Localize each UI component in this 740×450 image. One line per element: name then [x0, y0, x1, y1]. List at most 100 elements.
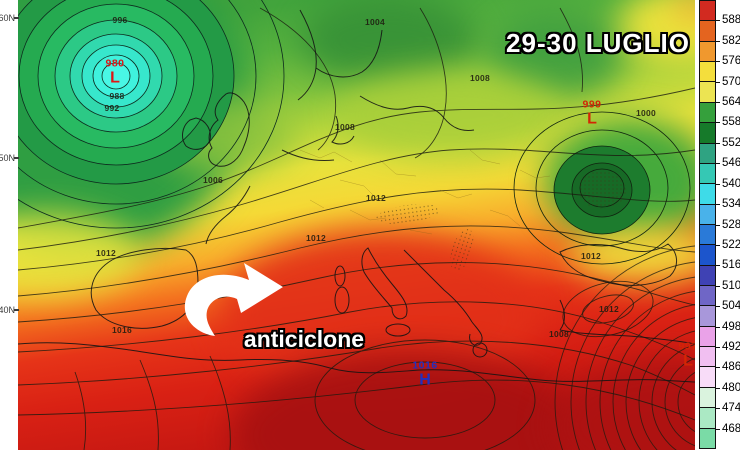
isobar-label: 1004 [364, 17, 386, 27]
colorbar-tick-line [716, 367, 720, 369]
isobar-label: 1012 [305, 233, 327, 243]
colorbar-segment [700, 102, 715, 124]
colorbar-segment [700, 367, 715, 388]
pressure-value: 999 [582, 98, 602, 111]
colorbar-tick-label: 474 [722, 402, 740, 415]
colorbar-tick-label: 528 [722, 218, 740, 231]
pressure-center: 980 L [105, 58, 124, 86]
colorbar-tick-line [716, 306, 720, 308]
colorbar-tick-line [716, 61, 720, 63]
colorbar-tick-line [716, 387, 720, 389]
colorbar-tick-label: 540 [722, 177, 740, 190]
isobar-label: 1008 [548, 329, 570, 339]
colorbar-tick-label: 516 [722, 259, 740, 272]
colorbar-tick-line [716, 183, 720, 185]
colorbar-segment [700, 265, 715, 287]
colorbar-tick-line [716, 224, 720, 226]
colorbar-segment [700, 347, 715, 368]
colorbar-segment [700, 245, 715, 266]
colorbar-segment [700, 224, 715, 246]
colorbar-tick-label: 552 [722, 136, 740, 149]
colorbar-segment [700, 123, 715, 144]
colorbar-segment [700, 204, 715, 225]
isobar-label: 1008 [469, 73, 491, 83]
colorbar-tick-label: 588 [722, 14, 740, 27]
field-blob-central-yellowgreen [335, 70, 565, 160]
colorbar-segment [700, 184, 715, 205]
colorbar-tick-label: 504 [722, 300, 740, 313]
colorbar-segment [700, 163, 715, 185]
isobar-label: 1016 [111, 325, 133, 335]
field-blob-east-green [545, 118, 715, 242]
pressure-letter: L [587, 109, 597, 127]
isobar-label: 996 [112, 15, 128, 25]
isobar-label: 1000 [635, 108, 657, 118]
colorbar-tick-line [716, 40, 720, 42]
latitude-label: 50N [0, 153, 15, 163]
colorbar-tick-label: 582 [722, 34, 740, 47]
colorbar-tick-line [716, 204, 720, 206]
colorbar-tick-line [716, 285, 720, 287]
colorbar-tick-line [716, 122, 720, 124]
latitude-tick [14, 309, 19, 311]
anticiclone-label: anticiclone [243, 326, 365, 352]
colorbar-tick-line [716, 265, 720, 267]
latitude-label: 40N [0, 305, 15, 315]
colorbar-segment [700, 286, 715, 307]
colorbar-tick-label: 576 [722, 55, 740, 68]
isobar-label: 1008 [334, 122, 356, 132]
colorbar-bar [699, 0, 716, 449]
colorbar-segment [700, 326, 715, 348]
colorbar-tick-label: 492 [722, 340, 740, 353]
colorbar-segment [700, 306, 715, 327]
colorbar-tick-label: 564 [722, 96, 740, 109]
colorbar-tick-line [716, 163, 720, 165]
colorbar-tick-label: 534 [722, 198, 740, 211]
pressure-letter: H [419, 370, 431, 388]
colorbar-tick-line [716, 428, 720, 430]
colorbar-segment [700, 408, 715, 429]
colorbar-tick-label: 480 [722, 381, 740, 394]
colorbar-segment [700, 82, 715, 103]
colorbar: 588 582 576 570 564 558 552 546 540 534 528 522 516 5… [695, 0, 740, 450]
colorbar-tick-line [716, 81, 720, 83]
colorbar-tick-line [716, 20, 720, 22]
colorbar-segment [700, 428, 715, 448]
colorbar-tick-line [716, 102, 720, 104]
pressure-center: 1016 H [412, 360, 437, 388]
pressure-center: 999 L [582, 99, 601, 127]
field-blob-uk-yellowgreen [155, 97, 295, 173]
latitude-label: 60N [0, 13, 15, 23]
colorbar-tick-line [716, 142, 720, 144]
colorbar-tick-line [716, 326, 720, 328]
colorbar-tick-label: 558 [722, 116, 740, 129]
colorbar-tick-label: 570 [722, 75, 740, 88]
pressure-value: 1016 [412, 359, 438, 372]
isobar-label: 1012 [598, 304, 620, 314]
isobar-label: 1006 [202, 175, 224, 185]
colorbar-tick-label: 546 [722, 157, 740, 170]
latitude-tick [14, 17, 19, 19]
isobar-label: 1012 [365, 193, 387, 203]
colorbar-tick-label: 510 [722, 279, 740, 292]
isobar-label: 1012 [95, 248, 117, 258]
isobar-label: 988 [109, 91, 125, 101]
date-title: 29-30 LUGLIO [506, 28, 690, 58]
colorbar-tick-label: 468 [722, 422, 740, 435]
isobar-label: 992 [104, 103, 120, 113]
isobar-label: 1012 [580, 251, 602, 261]
colorbar-tick-label: 498 [722, 320, 740, 333]
latitude-axis: 60N 50N 40N [0, 0, 19, 450]
colorbar-tick-line [716, 244, 720, 246]
colorbar-segment [700, 1, 715, 22]
colorbar-tick-label: 522 [722, 238, 740, 251]
colorbar-segment [700, 387, 715, 409]
colorbar-segment [700, 41, 715, 63]
colorbar-segment [700, 21, 715, 42]
colorbar-segment [700, 62, 715, 83]
latitude-tick [14, 157, 19, 159]
colorbar-tick-line [716, 408, 720, 410]
pressure-value: 980 [105, 57, 125, 70]
colorbar-segment [700, 143, 715, 164]
